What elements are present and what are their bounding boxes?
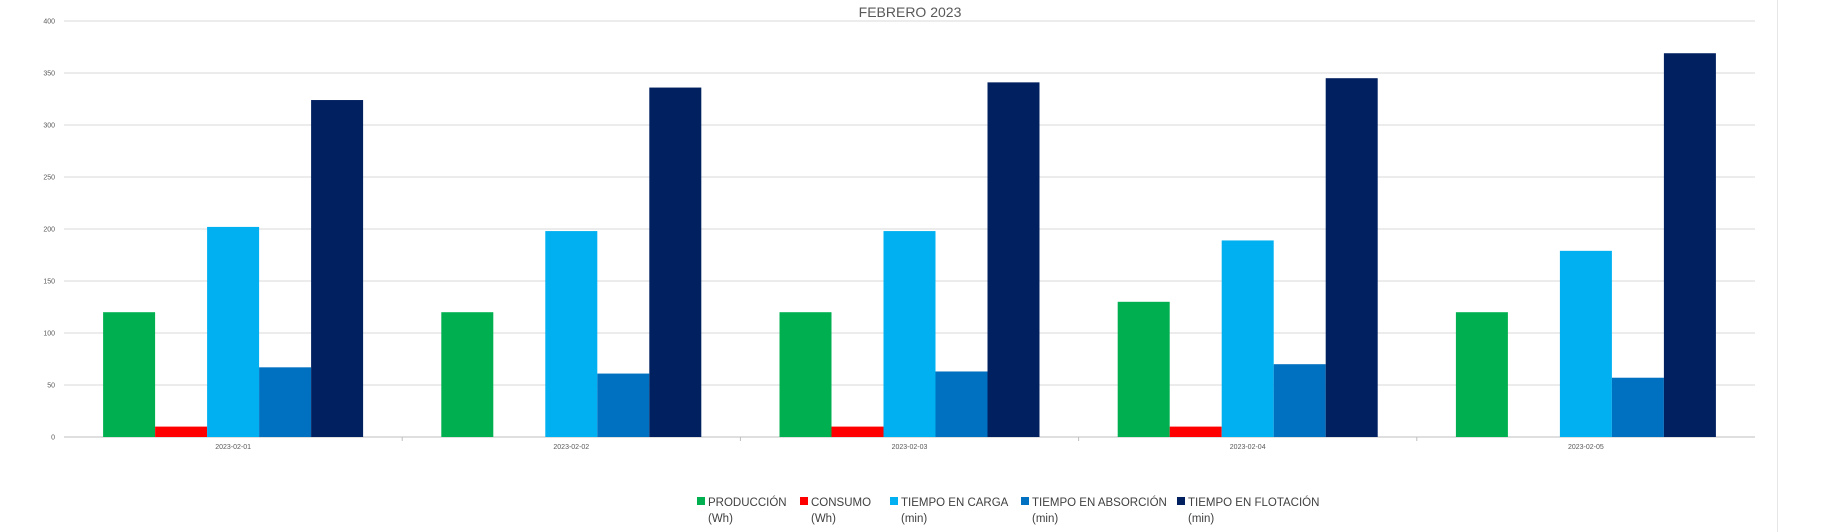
legend-item: CONSUMO (Wh)	[800, 497, 871, 525]
legend-swatch	[800, 497, 808, 505]
bar-5-2023-02-05	[1663, 53, 1716, 438]
bar-5-2023-02-02	[649, 87, 702, 437]
bar-1-2023-02-02	[441, 312, 494, 437]
legend-swatch	[890, 497, 898, 505]
bar-2-2023-02-01	[155, 426, 208, 437]
y-tick-label: 100	[43, 331, 55, 338]
x-tick-label: 2023-02-01	[215, 444, 251, 451]
x-tick-label: 2023-02-04	[1230, 444, 1266, 451]
legend-swatch	[1177, 497, 1185, 505]
bar-4-2023-02-01	[259, 367, 312, 437]
x-axis-ticks: 2023-02-01 2023-02-02 2023-02-03 2023-02-04…	[215, 437, 1604, 451]
legend-unit: (min)	[1032, 513, 1058, 525]
legend-unit: (min)	[1188, 513, 1214, 525]
legend: PRODUCCIÓN (Wh) CONSUMO (Wh) TIEMPO EN CARGA…	[697, 496, 1319, 525]
legend-label: TIEMPO EN CARGA	[901, 497, 1009, 509]
bar-3-2023-02-04	[1221, 240, 1274, 437]
x-tick-label: 2023-02-05	[1568, 444, 1604, 451]
legend-swatch	[697, 497, 705, 505]
bar-4-2023-02-04	[1273, 364, 1326, 437]
y-tick-label: 400	[43, 19, 55, 26]
bar-2-2023-02-04	[1169, 426, 1222, 437]
y-tick-label: 0	[51, 435, 55, 442]
bar-2-2023-02-03	[831, 426, 884, 437]
legend-swatch	[1021, 497, 1029, 505]
bar-3-2023-02-02	[545, 231, 598, 437]
window-edge	[1777, 0, 1823, 532]
x-tick-label: 2023-02-02	[553, 444, 589, 451]
legend-label: TIEMPO EN FLOTACIÓN	[1188, 496, 1319, 509]
chart-title: FEBRERO 2023	[859, 4, 962, 20]
bars	[103, 53, 1716, 438]
bar-1-2023-02-01	[103, 312, 156, 437]
legend-unit: (Wh)	[708, 513, 733, 525]
bar-3-2023-02-01	[207, 226, 260, 437]
bar-5-2023-02-03	[987, 82, 1040, 438]
legend-label: PRODUCCIÓN	[708, 496, 787, 509]
y-tick-label: 150	[43, 279, 55, 286]
bar-1-2023-02-05	[1455, 312, 1508, 437]
bar-4-2023-02-05	[1611, 377, 1664, 437]
legend-unit: (min)	[901, 513, 927, 525]
bar-1-2023-02-03	[779, 312, 832, 437]
legend-item: TIEMPO EN FLOTACIÓN (min)	[1177, 496, 1319, 525]
legend-item: TIEMPO EN ABSORCIÓN (min)	[1021, 496, 1167, 525]
legend-item: PRODUCCIÓN (Wh)	[697, 496, 787, 525]
y-tick-label: 200	[43, 227, 55, 234]
y-tick-label: 250	[43, 175, 55, 182]
legend-label: TIEMPO EN ABSORCIÓN	[1032, 496, 1167, 509]
y-tick-label: 50	[47, 383, 55, 390]
y-tick-label: 300	[43, 123, 55, 130]
x-tick-label: 2023-02-03	[892, 444, 928, 451]
bar-3-2023-02-03	[883, 231, 936, 437]
bar-5-2023-02-04	[1325, 78, 1378, 437]
bar-4-2023-02-02	[597, 373, 650, 437]
bar-chart: FEBRERO 2023 0 50 100 150 200 250 300 350 400 20…	[43, 4, 1755, 525]
legend-label: CONSUMO	[811, 497, 871, 509]
bar-4-2023-02-03	[935, 371, 988, 437]
legend-item: TIEMPO EN CARGA (min)	[890, 497, 1009, 525]
bar-1-2023-02-04	[1117, 301, 1170, 437]
bar-5-2023-02-01	[311, 100, 364, 437]
bar-3-2023-02-05	[1559, 250, 1612, 437]
legend-unit: (Wh)	[811, 513, 836, 525]
y-tick-label: 350	[43, 71, 55, 78]
y-axis-ticks: 0 50 100 150 200 250 300 350 400	[43, 19, 55, 442]
